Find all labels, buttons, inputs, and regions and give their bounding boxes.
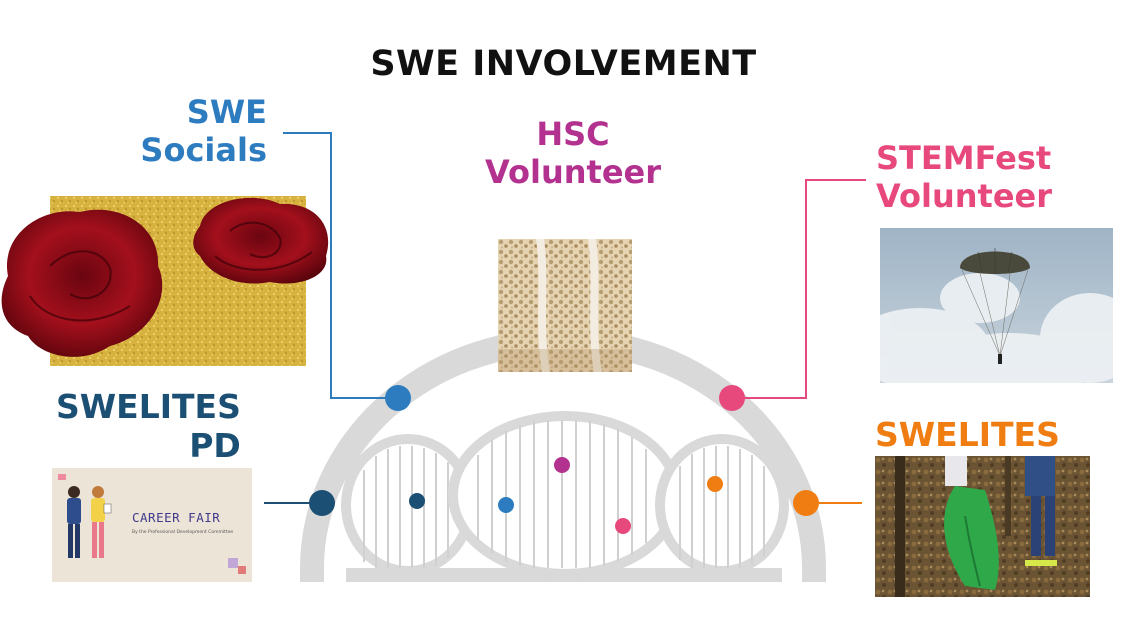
label-stemfest-line2: Volunteer <box>876 176 1053 215</box>
people-illustration <box>67 486 112 558</box>
parachute-photo <box>880 228 1113 383</box>
label-swelites-pd: SWELITES PD <box>56 387 241 466</box>
dot-hsc <box>554 457 570 473</box>
arch-lens-right <box>655 434 789 576</box>
connector-stemfest <box>732 179 866 399</box>
node-stemfest <box>719 385 745 411</box>
label-hsc-line2: Volunteer <box>484 152 661 191</box>
arch-structure <box>296 328 830 592</box>
node-socials <box>385 385 411 411</box>
label-pd-line2: PD <box>189 425 241 465</box>
dot-stemfest <box>615 518 631 534</box>
career-fair-card: CAREER FAIR By the Professional Developm… <box>52 468 252 582</box>
node-swelites-pd <box>309 490 335 516</box>
node-swelites <box>793 490 819 516</box>
dot-swelites-pd <box>409 493 425 509</box>
label-swelites: SWELITES <box>875 415 1060 455</box>
label-stemfest-line1: STEMFest <box>876 139 1052 177</box>
arch-lens-left <box>341 434 475 576</box>
page-title: SWE INVOLVEMENT <box>370 44 757 84</box>
label-hsc-volunteer: HSC Volunteer <box>473 115 673 192</box>
connector-socials <box>283 132 398 399</box>
career-fair-subtitle: By the Professional Development Committe… <box>132 530 234 535</box>
bone-tissue-photo <box>498 239 632 372</box>
label-socials-line1: SWE <box>186 93 267 131</box>
label-pd-line1: SWELITES <box>56 387 241 426</box>
label-stemfest-volunteer: STEMFest Volunteer <box>876 139 1053 216</box>
label-socials-line2: Socials <box>140 130 267 169</box>
cleanup-photo <box>875 456 1090 597</box>
dot-swelites <box>707 476 723 492</box>
arch-lens-center <box>448 411 682 579</box>
label-swelites-line1: SWELITES <box>875 415 1060 454</box>
career-fair-heading: CAREER FAIR <box>132 510 221 525</box>
label-swe-socials: SWE Socials <box>140 93 267 170</box>
label-hsc-line1: HSC <box>536 115 610 153</box>
roses-photo <box>0 196 334 366</box>
dot-socials <box>498 497 514 513</box>
